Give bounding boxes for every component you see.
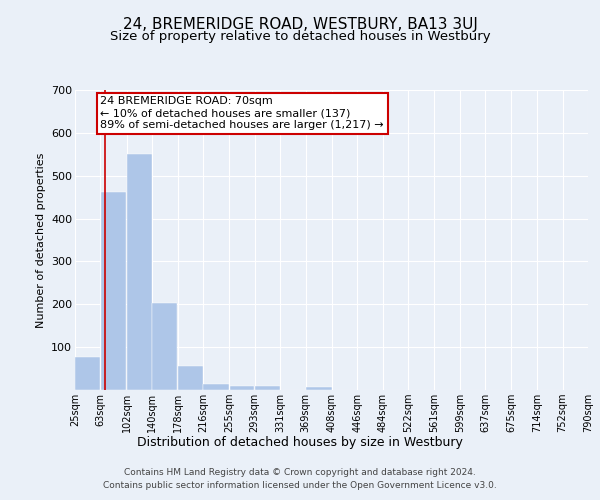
Bar bbox=[306, 386, 332, 390]
Y-axis label: Number of detached properties: Number of detached properties bbox=[35, 152, 46, 328]
Text: Distribution of detached houses by size in Westbury: Distribution of detached houses by size … bbox=[137, 436, 463, 449]
Bar bbox=[152, 303, 178, 390]
Text: Contains HM Land Registry data © Crown copyright and database right 2024.: Contains HM Land Registry data © Crown c… bbox=[124, 468, 476, 477]
Bar bbox=[203, 384, 229, 390]
Bar bbox=[230, 386, 254, 390]
Bar bbox=[178, 366, 203, 390]
Text: Contains public sector information licensed under the Open Government Licence v3: Contains public sector information licen… bbox=[103, 480, 497, 490]
Bar bbox=[75, 356, 100, 390]
Text: 24, BREMERIDGE ROAD, WESTBURY, BA13 3UJ: 24, BREMERIDGE ROAD, WESTBURY, BA13 3UJ bbox=[122, 18, 478, 32]
Text: 24 BREMERIDGE ROAD: 70sqm
← 10% of detached houses are smaller (137)
89% of semi: 24 BREMERIDGE ROAD: 70sqm ← 10% of detac… bbox=[100, 96, 384, 130]
Text: Size of property relative to detached houses in Westbury: Size of property relative to detached ho… bbox=[110, 30, 490, 43]
Bar bbox=[127, 154, 152, 390]
Bar bbox=[101, 192, 127, 390]
Bar bbox=[255, 386, 280, 390]
